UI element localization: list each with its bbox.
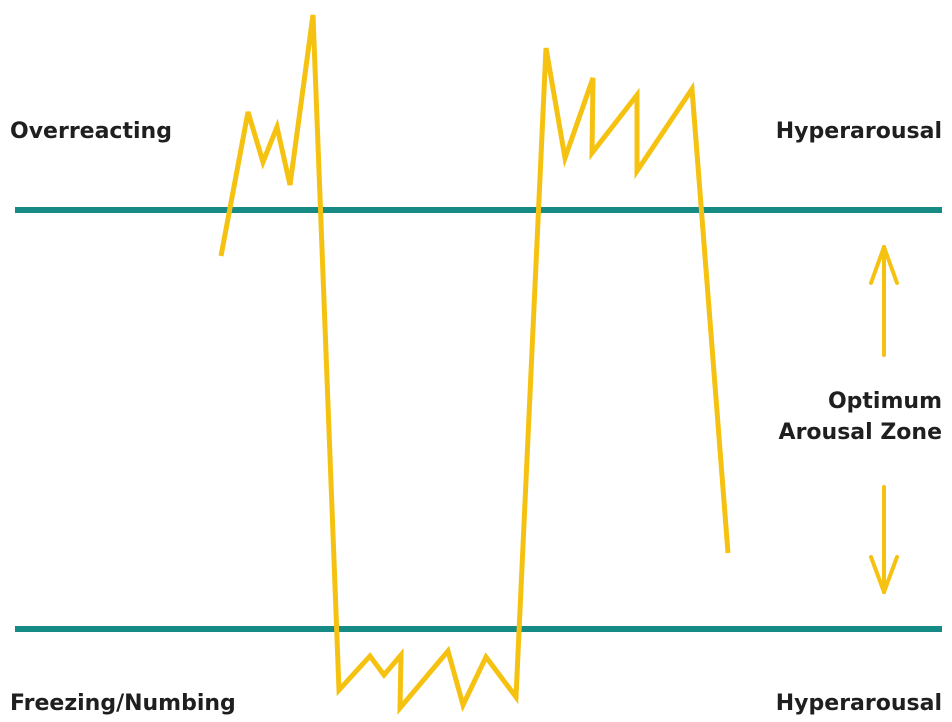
down-arrow-icon [869, 485, 899, 594]
optimum-label-line1: Optimum [827, 389, 942, 414]
hyperarousal-bottom-label: Hyperarousal [775, 691, 942, 716]
optimum-arousal-zone-label: Optimum Arousal Zone [779, 386, 942, 448]
up-arrow-icon [869, 245, 899, 357]
arousal-line [218, 14, 731, 716]
overreacting-label: Overreacting [10, 119, 172, 144]
freezing-numbing-label: Freezing/Numbing [10, 691, 236, 716]
optimum-label-line2: Arousal Zone [778, 420, 942, 445]
hyperarousal-top-label: Hyperarousal [775, 119, 942, 144]
